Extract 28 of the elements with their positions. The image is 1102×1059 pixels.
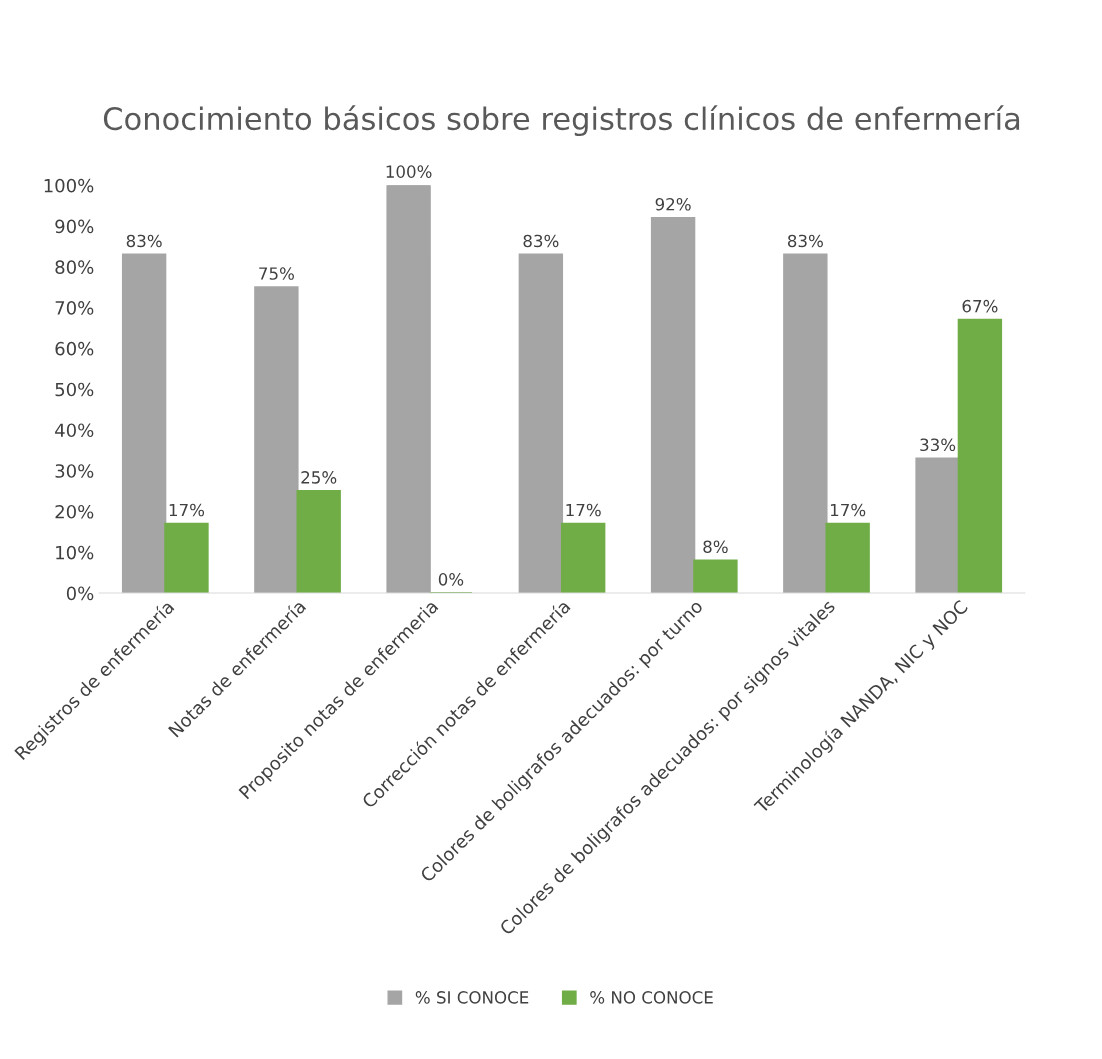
- y-tick-label: 100%: [44, 178, 94, 193]
- y-tick-label: 60%: [55, 341, 94, 356]
- data-label: 83%: [787, 234, 823, 248]
- data-label: 92%: [655, 197, 691, 211]
- data-label: 67%: [962, 299, 998, 313]
- y-tick-label: 80%: [55, 260, 94, 274]
- y-tick-label: 90%: [55, 219, 94, 234]
- data-label: 100%: [386, 165, 432, 178]
- data-label: 75%: [259, 267, 294, 280]
- y-tick-label: 20%: [55, 504, 94, 519]
- legend-label: % SI CONOCE: [415, 991, 529, 1004]
- y-tick-label: 50%: [55, 382, 94, 397]
- data-label: 83%: [523, 234, 559, 248]
- y-tick-label: 10%: [56, 545, 94, 560]
- data-label: 17%: [566, 503, 601, 517]
- y-tick-label: 70%: [55, 301, 94, 315]
- data-label: 33%: [920, 438, 956, 452]
- data-label: 83%: [126, 234, 162, 248]
- data-label: 17%: [169, 503, 205, 517]
- y-tick-label: 30%: [55, 464, 94, 478]
- data-label: 8%: [703, 540, 728, 554]
- y-tick-label: 40%: [55, 423, 94, 438]
- legend-label: % NO CONOCE: [590, 991, 713, 1004]
- data-label: 0%: [438, 573, 464, 586]
- y-tick-label: 0%: [66, 586, 94, 601]
- data-label: 17%: [830, 503, 866, 517]
- chart-title: Conocimiento básicos sobre registros clínicos de enfermería: [103, 105, 1020, 137]
- data-label: 25%: [301, 471, 337, 484]
